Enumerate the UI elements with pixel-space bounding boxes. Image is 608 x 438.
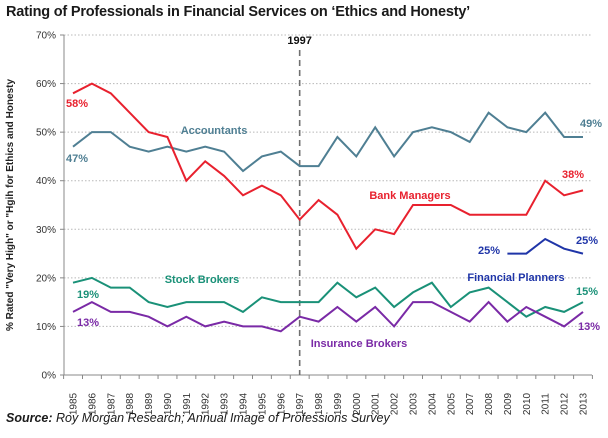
x-tick-label: 2000 bbox=[352, 392, 363, 415]
x-tick-label: 1993 bbox=[220, 392, 231, 415]
y-tick-label: 30% bbox=[36, 225, 56, 236]
y-tick-label: 50% bbox=[36, 128, 56, 139]
series-line-bank-managers bbox=[72, 82, 584, 251]
series-lines bbox=[72, 82, 584, 333]
y-tick-label: 10% bbox=[36, 322, 56, 333]
end-value-label-stock-brokers: 15% bbox=[576, 286, 598, 298]
x-tick-label: 2004 bbox=[427, 392, 438, 415]
x-tick-label: 1997 bbox=[295, 392, 306, 415]
start-value-label-insurance-brokers: 13% bbox=[77, 317, 99, 329]
x-tick-label: 1999 bbox=[333, 392, 344, 415]
x-tick-label: 2011 bbox=[541, 393, 552, 415]
series-labels: Accountants 47% 49% Bank Managers 58% 38% Fina… bbox=[66, 98, 602, 350]
x-tick-label: 1995 bbox=[257, 392, 268, 415]
source-prefix: Source: bbox=[6, 411, 53, 425]
x-tick-label: 1988 bbox=[125, 392, 136, 415]
series-name-financial-planners: Financial Planners bbox=[467, 272, 564, 284]
x-tick-label: 2010 bbox=[522, 392, 533, 415]
x-tick-label: 1998 bbox=[314, 392, 325, 415]
x-tick-label: 2001 bbox=[371, 392, 382, 415]
series-line-stock-brokers bbox=[72, 276, 584, 318]
y-tick-label: 40% bbox=[36, 176, 56, 187]
series-name-accountants: Accountants bbox=[181, 125, 248, 137]
end-value-label-financial-planners: 25% bbox=[576, 235, 598, 247]
series-line-accountants bbox=[72, 111, 583, 173]
series-name-bank-managers: Bank Managers bbox=[369, 190, 450, 202]
start-value-label-stock-brokers: 19% bbox=[77, 289, 99, 301]
x-tick-label: 2008 bbox=[484, 392, 495, 415]
start-value-label-bank-managers: 58% bbox=[66, 98, 88, 110]
series-name-stock-brokers: Stock Brokers bbox=[165, 274, 240, 286]
end-value-label-accountants: 49% bbox=[580, 118, 602, 130]
end-value-label-insurance-brokers: 13% bbox=[578, 321, 600, 333]
source-text: Roy Morgan Research; Annual Image of Pro… bbox=[52, 411, 390, 425]
x-tick-label: 1991 bbox=[182, 392, 193, 415]
x-tick-label: 2002 bbox=[390, 392, 401, 415]
x-tick-label: 2003 bbox=[409, 392, 420, 415]
end-value-label-bank-managers: 38% bbox=[562, 169, 584, 181]
start-value-label-financial-planners: 25% bbox=[478, 245, 500, 257]
x-tick-label: 1992 bbox=[201, 392, 212, 415]
x-tick-label: 1989 bbox=[144, 392, 155, 415]
y-tick-label: 0% bbox=[42, 371, 57, 382]
x-tick-label: 1987 bbox=[106, 392, 117, 415]
x-tick-label: 1985 bbox=[69, 392, 80, 415]
series-line-insurance-brokers bbox=[72, 300, 584, 333]
start-value-label-accountants: 47% bbox=[66, 153, 88, 165]
x-tick-label: 2012 bbox=[560, 392, 571, 415]
reference-line-label: 1997 bbox=[287, 35, 311, 47]
x-tick-label: 2007 bbox=[465, 392, 476, 415]
y-tick-label: 60% bbox=[36, 79, 56, 90]
y-axis-label: % Rated "Very High" or "Hgih for Ethics … bbox=[5, 79, 16, 331]
x-tick-label: 1990 bbox=[163, 392, 174, 415]
reference-line-group: 1997 bbox=[287, 35, 312, 375]
x-tick-label: 2009 bbox=[503, 392, 514, 415]
series-name-insurance-brokers: Insurance Brokers bbox=[311, 338, 408, 350]
axes bbox=[60, 34, 593, 379]
x-tick-label: 2005 bbox=[446, 392, 457, 415]
x-tick-label: 2013 bbox=[579, 392, 590, 415]
y-tick-label: 70% bbox=[36, 31, 56, 42]
source-note: Source: Roy Morgan Research; Annual Imag… bbox=[6, 411, 390, 425]
x-tick-label: 1994 bbox=[239, 392, 250, 415]
x-tick-labels: 1985 1986 1987 1988 1989 1990 1991 1992 1993 1994… bbox=[69, 392, 590, 415]
series-line-financial-planners bbox=[507, 237, 584, 255]
y-tick-labels: 0% 10% 20% 30% 40% 50% 60% 70% bbox=[36, 31, 56, 382]
chart-title: Rating of Professionals in Financial Ser… bbox=[6, 4, 471, 20]
y-tick-label: 20% bbox=[36, 273, 56, 284]
x-tick-label: 1986 bbox=[87, 392, 98, 415]
x-tick-label: 1996 bbox=[276, 392, 287, 415]
